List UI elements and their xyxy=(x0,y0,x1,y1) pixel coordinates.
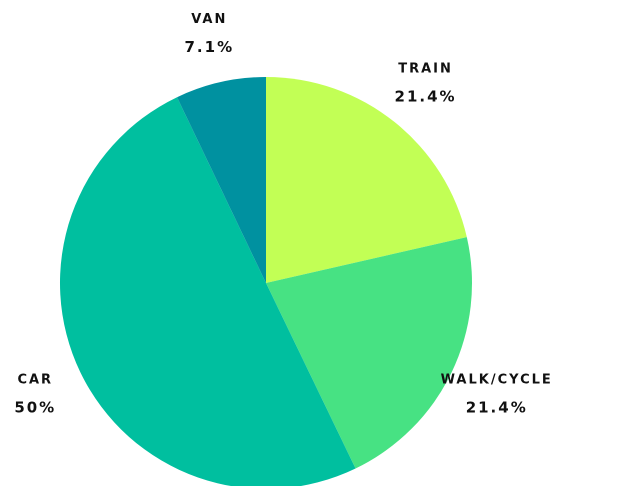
pie-slice xyxy=(60,97,356,486)
pie-slice xyxy=(177,77,266,283)
slice-label: Walk/Cycle xyxy=(441,372,553,387)
slice-value: 50% xyxy=(14,398,56,416)
slice-value: 21.4% xyxy=(395,87,457,105)
slice-label: Train xyxy=(398,61,453,76)
pie-slice xyxy=(266,237,472,469)
slice-value: 7.1% xyxy=(185,38,235,56)
slice-label: Car xyxy=(17,372,53,387)
pie-slice xyxy=(266,77,467,283)
slice-value: 21.4% xyxy=(466,398,528,416)
slice-label: Van xyxy=(191,12,227,27)
